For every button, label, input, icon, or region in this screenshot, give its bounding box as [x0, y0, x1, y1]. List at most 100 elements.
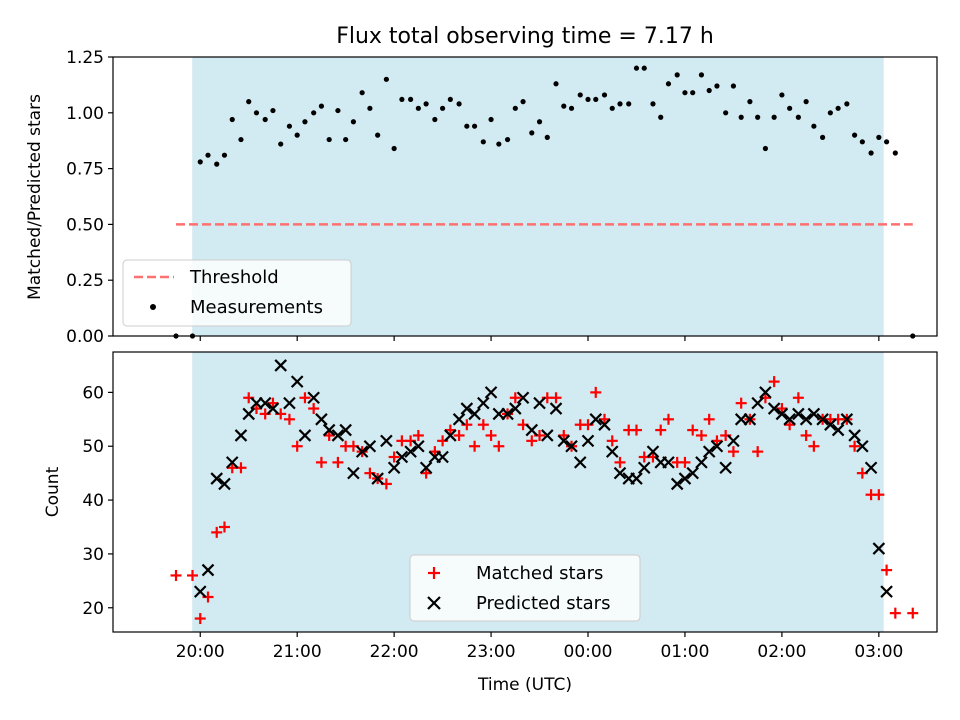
measurement-point: [795, 114, 801, 120]
predicted-star-point: [864, 461, 878, 475]
measurement-point: [787, 105, 793, 111]
measurement-point: [399, 96, 405, 103]
x-mark-b: [210, 472, 224, 485]
measurement-point: [512, 105, 518, 111]
matched-star-point: [453, 429, 465, 441]
predicted-star-point: [444, 429, 457, 442]
x-mark-b: [824, 418, 837, 431]
measurement-point: [229, 116, 235, 123]
measurement-point: [698, 72, 705, 78]
predicted-star-point: [355, 445, 369, 458]
predicted-star-point: [436, 450, 449, 464]
top-axes-frame: [112, 56, 938, 337]
matched-star-point: [727, 446, 739, 458]
top-legend-box: [122, 259, 352, 327]
predicted-star-point: [234, 429, 248, 442]
legend-matched-label: Matched stars: [476, 563, 603, 584]
x-mark-b: [371, 472, 384, 485]
x-mark-b: [484, 386, 498, 399]
matched-star-point: [881, 564, 893, 576]
predicted-star-point: [670, 477, 684, 491]
x-mark-b: [315, 413, 328, 426]
predicted-star-point: [347, 466, 360, 480]
matched-star-point: [420, 467, 432, 479]
measurement-point: [391, 145, 397, 152]
matched-star-point: [606, 435, 618, 447]
measurement-point: [294, 132, 300, 138]
predicted-star-point: [799, 413, 813, 426]
x-mark-b: [598, 418, 611, 431]
measurement-point: [302, 119, 308, 125]
predicted-star-point: [695, 456, 708, 469]
matched-star-point: [800, 429, 812, 441]
predicted-star-point: [242, 407, 255, 421]
matched-star-point: [315, 456, 327, 468]
x-mark-b: [872, 542, 886, 555]
bottom-y-tick-label: 40: [82, 491, 104, 511]
predicted-star-point: [816, 413, 829, 426]
x-mark-b: [589, 413, 603, 426]
predicted-star-point: [767, 402, 781, 415]
predicted-star-point: [404, 445, 417, 458]
measurement-point: [553, 81, 559, 87]
predicted-star-point: [516, 391, 530, 405]
matched-star-point: [614, 456, 626, 468]
measurement-point: [262, 116, 268, 123]
matched-star-point: [752, 446, 764, 458]
x-mark-b: [218, 477, 231, 491]
measurement-point: [529, 130, 535, 136]
measurement-point: [278, 141, 284, 147]
matched-star-point: [662, 413, 674, 425]
matched-star-point: [873, 489, 885, 501]
x-mark-b: [363, 439, 377, 453]
bottom-legend: Matched stars Predicted stars: [409, 554, 641, 622]
matched-star-point: [211, 526, 223, 538]
predicted-star-point: [727, 434, 740, 448]
matched-star-point: [695, 429, 707, 441]
matched-star-point: [477, 419, 489, 431]
top-y-tick-label: 0.75: [66, 160, 104, 180]
matched-star-point: [655, 424, 667, 436]
x-mark-b: [380, 434, 393, 448]
legend-predicted-label: Predicted stars: [476, 593, 610, 614]
predicted-star-point: [678, 472, 692, 485]
predicted-star-point: [646, 445, 660, 458]
predicted-star-point: [201, 563, 215, 577]
x-mark-b: [848, 429, 861, 442]
measurement-point: [690, 90, 696, 96]
matched-star-point: [388, 451, 400, 463]
predicted-star-point: [509, 402, 522, 415]
measurement-point: [755, 114, 761, 120]
matched-star-point: [687, 424, 699, 436]
x-mark-b: [678, 472, 692, 485]
x-tick-label: 02:00: [757, 642, 806, 662]
x-mark-b: [266, 402, 280, 415]
x-mark-b: [783, 413, 796, 426]
predicted-star-point: [686, 466, 699, 480]
x-mark-b: [347, 466, 360, 480]
matched-star-point: [283, 413, 295, 425]
x-mark-b: [670, 477, 684, 491]
x-tick-label: 21:00: [273, 642, 322, 662]
matched-star-point: [469, 440, 481, 452]
predicted-star-point: [395, 450, 409, 464]
measurement-point: [221, 152, 228, 158]
matched-star-point: [889, 607, 901, 619]
matched-star-point: [194, 613, 206, 625]
x-mark-b: [242, 407, 255, 421]
predicted-star-point: [331, 429, 345, 442]
predicted-star-point: [452, 413, 466, 426]
measurement-point: [617, 101, 623, 107]
measurement-point: [471, 123, 478, 129]
predicted-star-point: [831, 423, 845, 437]
measurement-point: [609, 105, 615, 111]
predicted-star-point: [419, 461, 433, 475]
predicted-star-point: [460, 402, 474, 415]
top-ticks: 0.00 0.25 0.50 0.75 1.00 1.25: [66, 48, 880, 347]
bottom-ticks: 20 30 40 50 60 20:00 21:00 22:00 23:00 00:00 01:00…: [82, 383, 903, 662]
measurement-point: [253, 110, 260, 116]
x-mark-b: [743, 413, 757, 426]
matched-star-point: [323, 429, 335, 441]
measurement-point: [456, 101, 462, 107]
x-mark-b: [831, 423, 845, 437]
